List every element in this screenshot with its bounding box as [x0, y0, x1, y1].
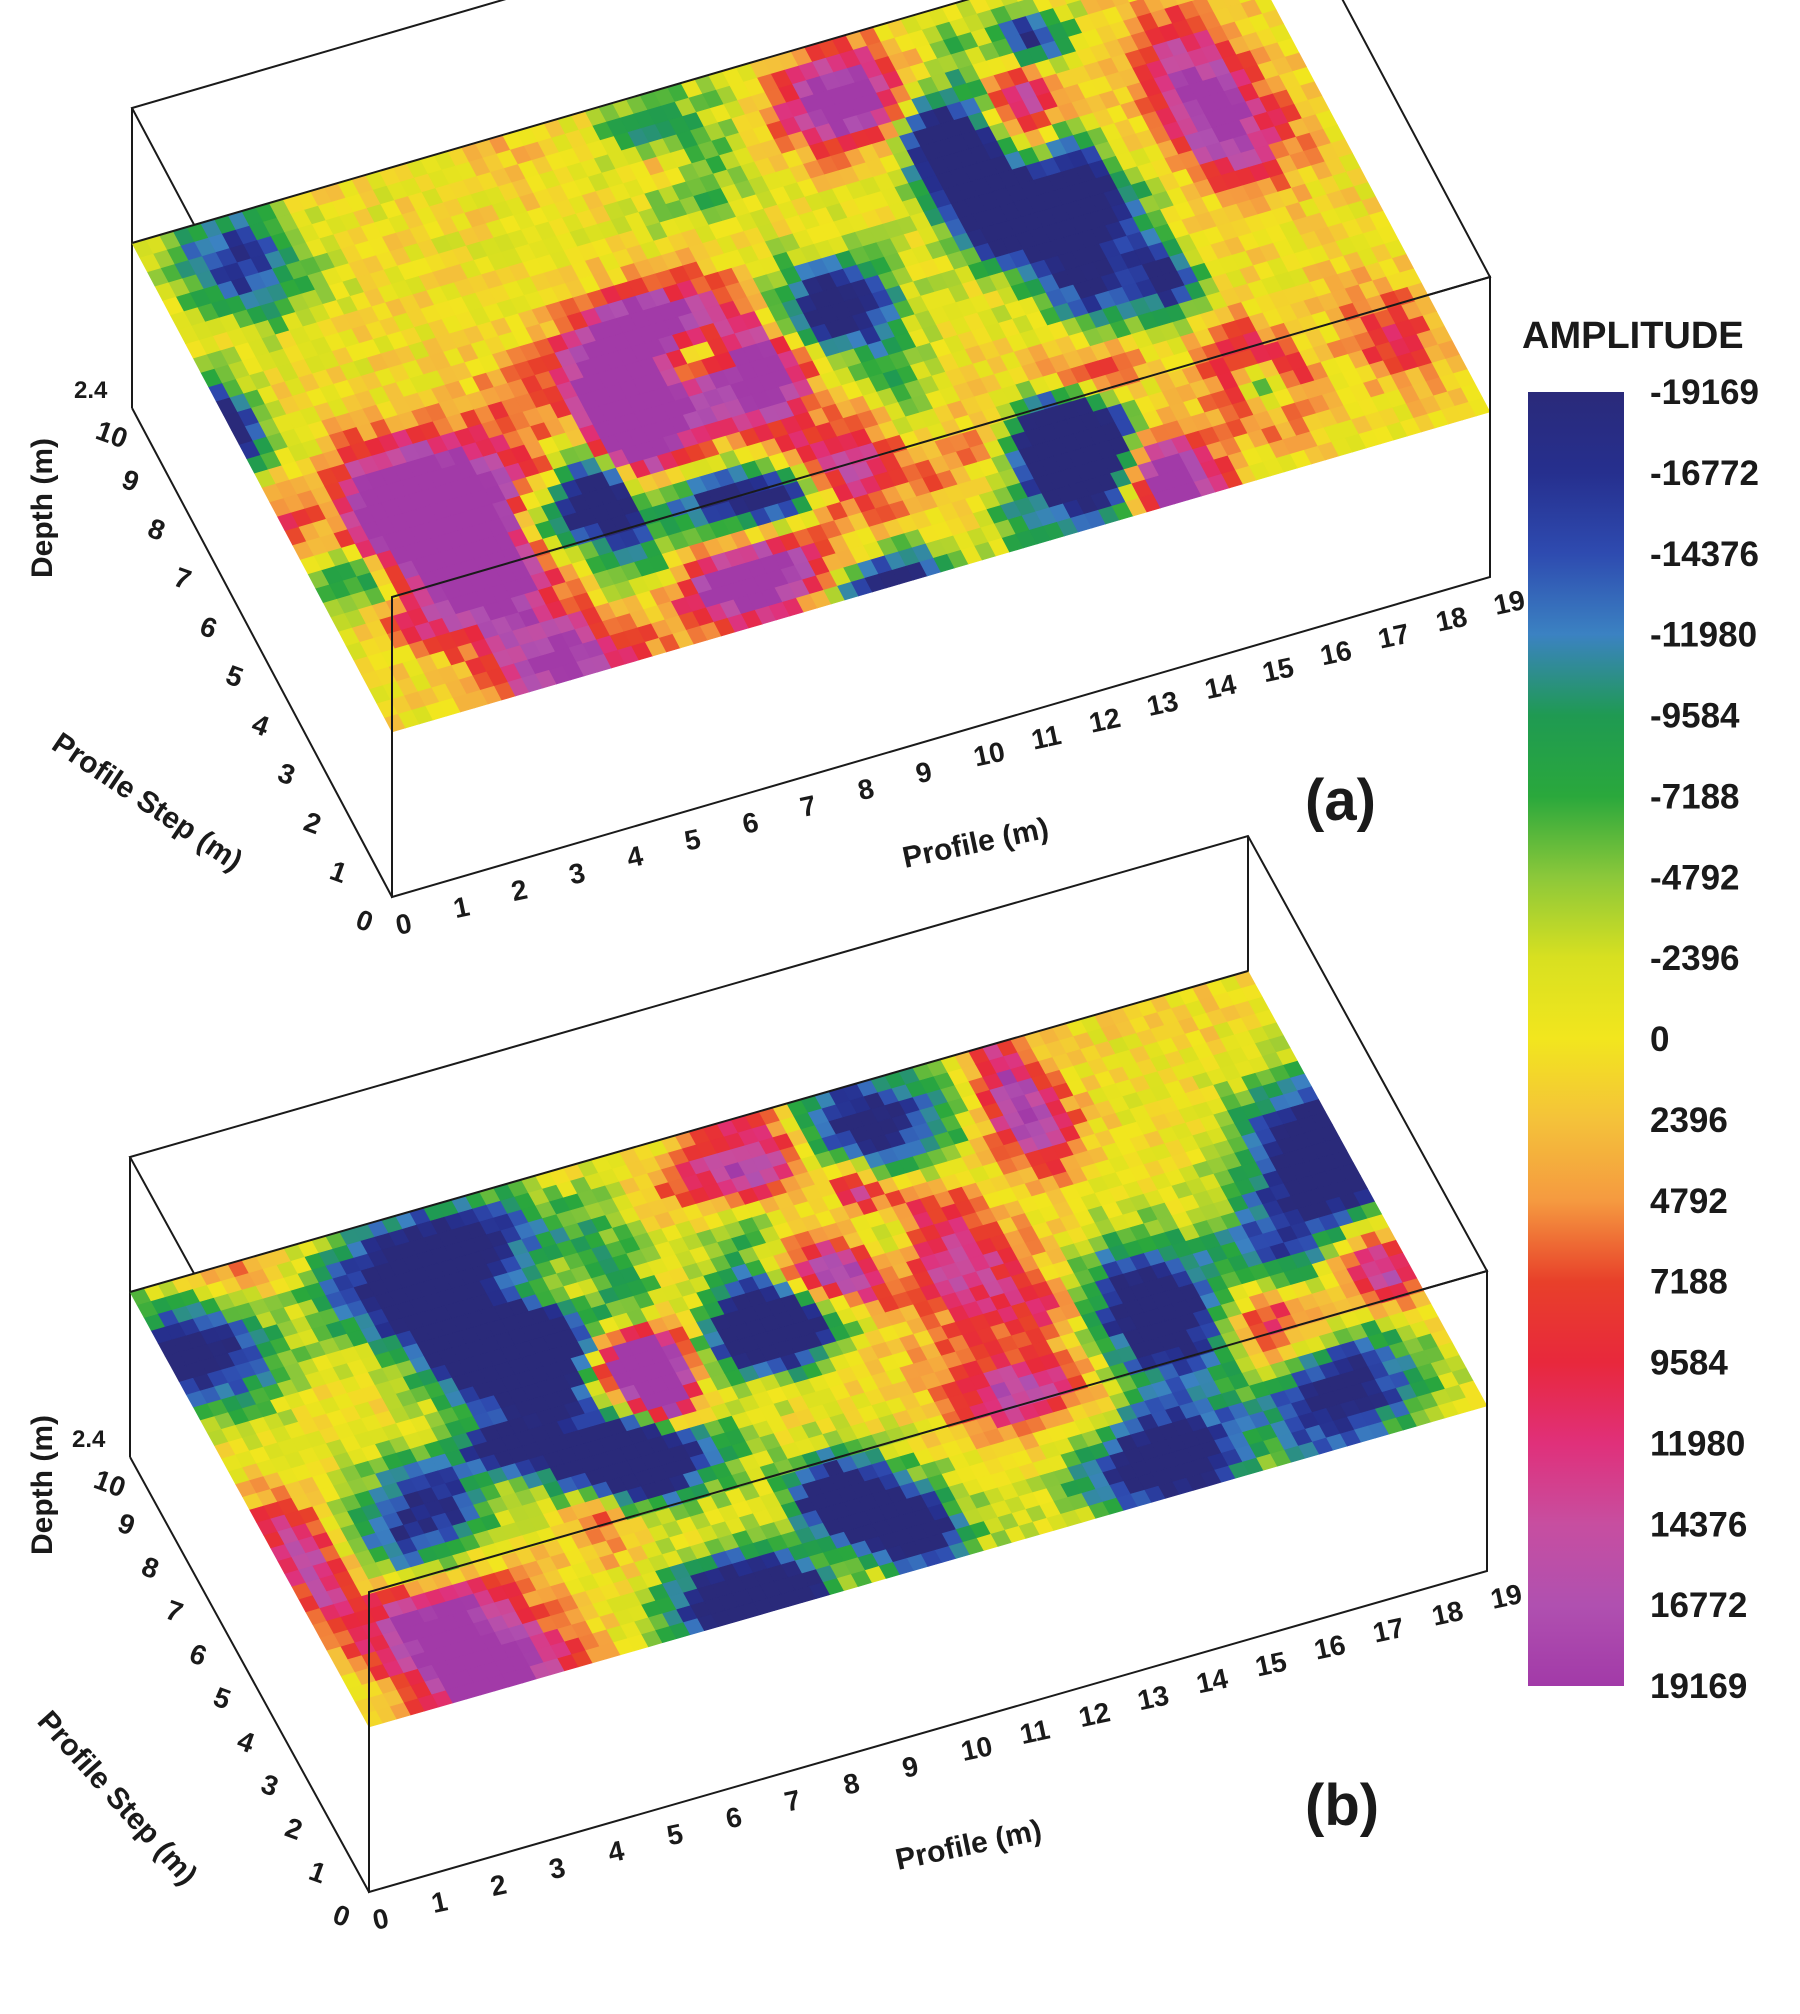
x-tick: 5: [682, 823, 704, 857]
x-tick: 8: [855, 773, 877, 807]
y-tick: 10: [92, 415, 132, 455]
depth-tick: 2.4: [74, 377, 108, 404]
x-tick: 1: [451, 891, 473, 925]
y-tick: 8: [144, 512, 169, 546]
y-tick: 9: [118, 463, 143, 497]
x-tick: 14: [1202, 668, 1239, 705]
y-tick: 2: [300, 806, 325, 840]
x-tick: 0: [393, 907, 415, 941]
x-tick: 13: [1144, 685, 1181, 722]
x-tick: 10: [971, 736, 1008, 773]
heatmap-surface-a: [131, 0, 1491, 733]
x-tick: 6: [740, 806, 762, 840]
y-tick: 4: [248, 708, 274, 743]
y-tick: 0: [352, 904, 377, 938]
y-tick: 5: [222, 659, 247, 693]
ylabel-a: Profile Step (m): [46, 726, 248, 877]
x-tick: 16: [1317, 635, 1354, 672]
y-tick: 1: [326, 855, 351, 889]
depth-ticks-a: 2.4: [74, 377, 108, 404]
x-tick: 12: [1086, 702, 1123, 739]
zlabel-a: Depth (m): [26, 438, 59, 578]
x-tick: 11: [1029, 719, 1064, 755]
y-tick: 3: [274, 757, 299, 791]
x-tick: 3: [566, 857, 588, 891]
x-tick: 7: [797, 789, 819, 823]
x-tick: 18: [1433, 601, 1470, 638]
heatmap-surface-b: [129, 970, 1488, 1728]
x-tick: 9: [913, 756, 935, 790]
x-tick: 19: [1491, 584, 1528, 621]
y-tick: 7: [170, 561, 195, 595]
panel-label-a: (a): [1305, 768, 1376, 833]
x-tick: 4: [624, 840, 646, 874]
x-tick: 15: [1260, 651, 1297, 688]
xlabel-a: Profile (m): [900, 812, 1052, 875]
x-tick: 17: [1375, 618, 1412, 655]
y-tick: 6: [196, 610, 221, 644]
x-tick: 2: [508, 874, 530, 908]
